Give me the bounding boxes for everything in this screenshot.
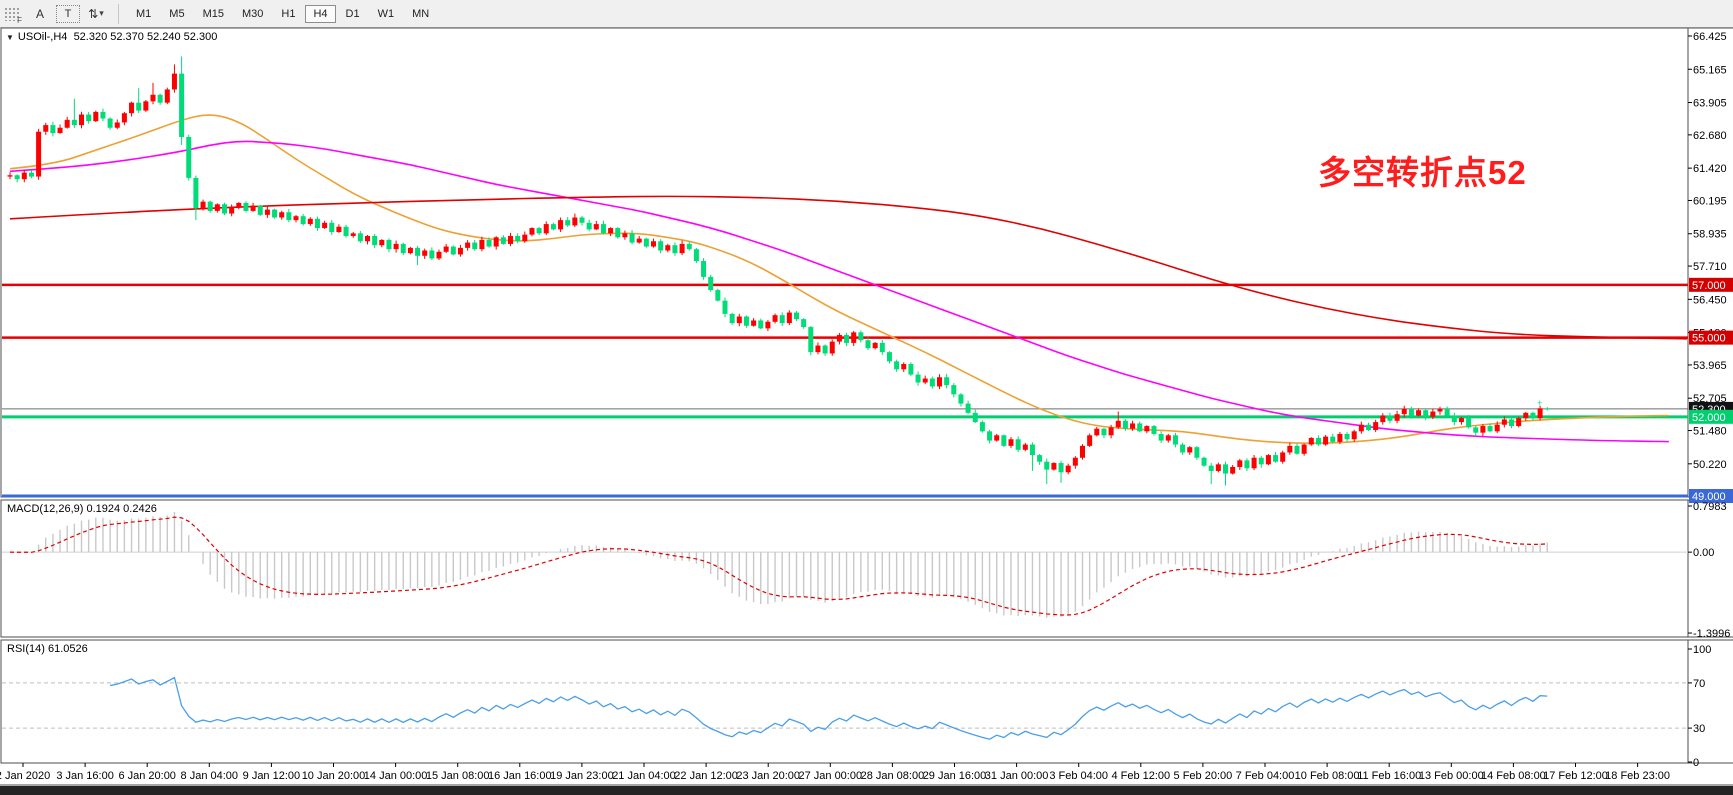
svg-text:65.165: 65.165: [1693, 64, 1727, 76]
svg-text:19 Jan 23:00: 19 Jan 23:00: [550, 770, 614, 782]
svg-text:63.905: 63.905: [1693, 98, 1727, 110]
svg-text:13 Feb 00:00: 13 Feb 00:00: [1419, 770, 1484, 782]
svg-text:17 Feb 12:00: 17 Feb 12:00: [1543, 770, 1608, 782]
svg-text:31 Jan 00:00: 31 Jan 00:00: [985, 770, 1049, 782]
timeframe-button-D1[interactable]: D1: [345, 7, 360, 20]
label-icon[interactable]: T: [56, 4, 80, 23]
ma-mid-magenta-line[interactable]: [9, 140, 1669, 443]
macd-signal-line[interactable]: [9, 516, 1548, 616]
svg-text:62.680: 62.680: [1693, 130, 1727, 142]
price-badge-49.000: 49.000: [1689, 489, 1733, 504]
svg-text:58.935: 58.935: [1693, 229, 1727, 241]
svg-text:30: 30: [1693, 723, 1705, 735]
horizontal-level-lines[interactable]: [2, 283, 1688, 498]
rsi-line[interactable]: [109, 676, 1548, 740]
svg-text:10 Feb 08:00: 10 Feb 08:00: [1295, 770, 1360, 782]
svg-text:8 Jan 04:00: 8 Jan 04:00: [181, 770, 239, 782]
time-axis[interactable]: 2 Jan 2020 3 Jan 16:00 6 Jan 20:00 8 Jan 04…: [0, 763, 1670, 782]
toolbar-separator: [118, 3, 119, 24]
svg-text:14 Feb 08:00: 14 Feb 08:00: [1481, 770, 1546, 782]
svg-text:4 Feb 12:00: 4 Feb 12:00: [1111, 770, 1170, 782]
svg-text:14 Jan 00:00: 14 Jan 00:00: [364, 770, 428, 782]
collapse-triangle-icon[interactable]: ▼: [6, 33, 14, 42]
rsi-pane-frame: [0, 639, 1689, 764]
macd-pane-frame: [0, 499, 1689, 638]
candles-layer: [7, 56, 1550, 486]
moving-averages-layer: [9, 114, 1690, 445]
svg-text:57.000: 57.000: [1692, 280, 1726, 292]
svg-text:10 Jan 20:00: 10 Jan 20:00: [302, 770, 366, 782]
timeframe-button-MN[interactable]: MN: [412, 7, 430, 20]
timeframe-button-H4[interactable]: H4: [305, 4, 336, 23]
svg-text:2 Jan 2020: 2 Jan 2020: [0, 770, 50, 782]
svg-text:21 Jan 04:00: 21 Jan 04:00: [612, 770, 676, 782]
svg-text:0.00: 0.00: [1693, 547, 1714, 559]
svg-text:56.450: 56.450: [1693, 294, 1727, 306]
svg-text:53.965: 53.965: [1693, 360, 1727, 372]
svg-text:5 Feb 20:00: 5 Feb 20:00: [1174, 770, 1233, 782]
svg-text:61.420: 61.420: [1693, 163, 1727, 175]
chart-text-annotation[interactable]: 多空转折点52: [1318, 154, 1527, 191]
svg-text:9 Jan 12:00: 9 Jan 12:00: [243, 770, 301, 782]
timeframe-button-M1[interactable]: M1: [136, 7, 152, 20]
last-bar-marker: +: [1537, 398, 1542, 408]
chart-title[interactable]: ▼ USOil-,H4 52.320 52.370 52.240 52.300: [6, 31, 217, 43]
svg-text:18 Feb 23:00: 18 Feb 23:00: [1605, 770, 1670, 782]
svg-text:49.000: 49.000: [1692, 491, 1726, 503]
toolbar-drag-handle-icon[interactable]: F: [4, 6, 22, 25]
arrows-glyph: ⇅: [88, 6, 99, 21]
svg-text:7 Feb 04:00: 7 Feb 04:00: [1236, 770, 1295, 782]
svg-text:66.425: 66.425: [1693, 31, 1727, 43]
svg-text:15 Jan 08:00: 15 Jan 08:00: [426, 770, 490, 782]
svg-text:0.7983: 0.7983: [1693, 501, 1727, 513]
svg-text:23 Jan 20:00: 23 Jan 20:00: [736, 770, 800, 782]
rsi-indicator-label: RSI(14) 61.0526: [7, 643, 88, 655]
svg-text:27 Jan 00:00: 27 Jan 00:00: [798, 770, 862, 782]
main-pane-frame: [0, 27, 1689, 498]
timeframe-button-M5[interactable]: M5: [169, 7, 185, 20]
svg-text:55.000: 55.000: [1692, 333, 1726, 345]
svg-text:52.000: 52.000: [1692, 412, 1726, 424]
svg-text:3 Jan 16:00: 3 Jan 16:00: [56, 770, 114, 782]
text-icon[interactable]: A: [35, 6, 44, 21]
timeframe-button-M15[interactable]: M15: [202, 7, 224, 20]
svg-text:28 Jan 08:00: 28 Jan 08:00: [861, 770, 925, 782]
objects-arrows-icon[interactable]: ⇅ ▾: [84, 3, 108, 25]
svg-text:11 Feb 16:00: 11 Feb 16:00: [1357, 770, 1421, 782]
svg-text:60.195: 60.195: [1693, 195, 1727, 207]
svg-text:29 Jan 16:00: 29 Jan 16:00: [923, 770, 987, 782]
ohlc-values: 52.320 52.370 52.240 52.300: [73, 31, 218, 43]
macd-histogram: [16, 511, 1548, 618]
svg-text:16 Jan 16:00: 16 Jan 16:00: [488, 770, 552, 782]
macd-indicator-label: MACD(12,26,9) 0.1924 0.2426: [7, 503, 157, 515]
price-badge-52.000: 52.000: [1689, 409, 1733, 424]
chevron-down-icon[interactable]: ▾: [99, 8, 104, 18]
timeframe-button-M30[interactable]: M30: [241, 7, 264, 20]
svg-text:70: 70: [1693, 678, 1705, 690]
symbol-period-label: USOil-,H4: [17, 31, 68, 43]
timeframe-button-group: M1 M5 M15 M30 H1 H4 D1 W1 MN: [127, 4, 438, 23]
timeframe-button-W1[interactable]: W1: [377, 7, 395, 20]
svg-text:57.710: 57.710: [1693, 261, 1727, 273]
ma-slow-red-line[interactable]: [9, 195, 1690, 340]
svg-text:50.220: 50.220: [1693, 459, 1727, 471]
svg-text:-1.3996: -1.3996: [1693, 628, 1730, 640]
price-badge-57.000: 57.000: [1689, 277, 1733, 292]
ma-fast-orange-line[interactable]: [9, 114, 1669, 445]
svg-text:0: 0: [1693, 757, 1699, 769]
svg-text:22 Jan 12:00: 22 Jan 12:00: [674, 770, 738, 782]
svg-text:3 Feb 04:00: 3 Feb 04:00: [1049, 770, 1108, 782]
svg-text:51.480: 51.480: [1693, 426, 1727, 438]
svg-text:6 Jan 20:00: 6 Jan 20:00: [118, 770, 176, 782]
timeframe-button-H1[interactable]: H1: [281, 7, 296, 20]
price-badge-55.000: 55.000: [1689, 330, 1733, 345]
svg-text:100: 100: [1693, 644, 1711, 656]
status-bar: [0, 786, 1733, 795]
